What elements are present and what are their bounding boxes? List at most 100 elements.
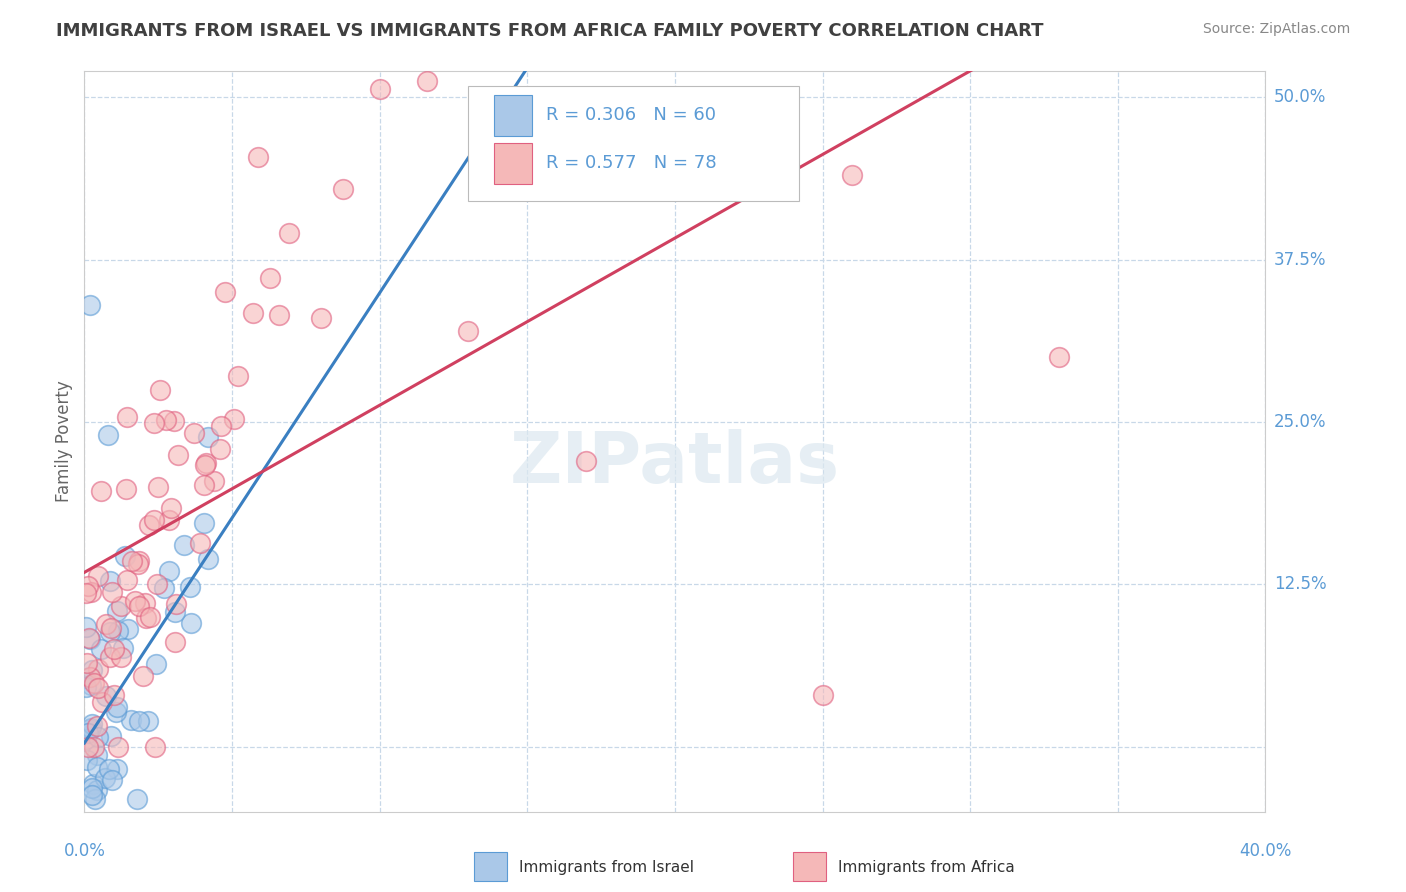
Point [259,271,281,285]
Text: R = 0.306   N = 60: R = 0.306 N = 60 [546,106,716,124]
Point [80,678,103,692]
Point [110,649,132,664]
Point [165,597,187,611]
Point [267,308,290,322]
Point [110,599,132,614]
Point [94,690,117,704]
Point [89,641,111,656]
Point [332,182,354,196]
Point [114,549,136,563]
Point [128,599,150,613]
Point [107,624,129,639]
Text: 40.0%: 40.0% [1239,842,1292,860]
Point [80,789,103,803]
Point [188,535,211,549]
Point [811,688,834,702]
Point [183,425,205,440]
Point [209,442,232,456]
Point [155,413,177,427]
Point [134,595,156,609]
Point [107,739,129,754]
Point [80,585,103,599]
Text: R = 0.577   N = 78: R = 0.577 N = 78 [546,154,717,172]
Point [79,723,101,737]
Point [79,818,101,832]
Point [98,574,121,589]
Point [76,818,98,832]
Point [128,714,150,729]
Point [180,615,202,630]
Point [153,581,176,595]
Point [100,621,122,635]
Point [86,818,108,832]
Point [105,762,128,776]
Point [457,324,479,338]
Point [83,676,105,690]
Point [97,428,120,442]
Y-axis label: Family Poverty: Family Poverty [55,381,73,502]
Point [173,538,195,552]
Point [127,557,149,571]
Point [148,480,170,494]
Point [214,285,236,299]
Point [82,717,104,731]
Point [75,671,97,685]
Point [193,516,215,531]
Point [86,783,108,797]
Point [121,554,143,568]
Point [105,604,128,618]
Point [165,635,187,649]
Point [105,700,128,714]
Point [416,74,439,88]
Point [145,657,167,671]
Point [83,739,105,754]
Point [91,695,114,709]
Point [86,719,108,733]
Point [128,554,150,568]
Point [75,620,97,634]
Point [97,763,120,777]
Point [80,780,103,795]
Point [143,416,166,430]
Point [76,753,98,767]
Point [98,625,121,640]
Point [194,458,217,472]
Point [84,792,107,806]
Point [79,670,101,684]
FancyBboxPatch shape [494,143,531,184]
Point [242,306,264,320]
Point [120,714,142,728]
Point [202,475,225,489]
Point [146,577,169,591]
Point [138,518,160,533]
Point [247,150,270,164]
Point [132,669,155,683]
Point [76,731,98,746]
Point [157,564,180,578]
Point [142,513,165,527]
Point [76,657,98,671]
Point [82,777,104,791]
Point [86,760,108,774]
Point [162,415,184,429]
Point [105,705,128,719]
Point [87,569,110,583]
Point [841,168,863,182]
Point [87,662,110,676]
Point [103,688,125,702]
Point [575,454,598,468]
Text: 50.0%: 50.0% [1274,88,1326,106]
Text: 12.5%: 12.5% [1274,575,1326,593]
FancyBboxPatch shape [468,87,799,201]
Point [103,641,125,656]
Point [136,714,159,729]
Point [93,818,115,832]
Text: 0.0%: 0.0% [63,842,105,860]
FancyBboxPatch shape [474,853,508,880]
Point [124,594,146,608]
Point [194,456,217,470]
Text: IMMIGRANTS FROM ISRAEL VS IMMIGRANTS FROM AFRICA FAMILY POVERTY CORRELATION CHAR: IMMIGRANTS FROM ISRAEL VS IMMIGRANTS FRO… [56,22,1043,40]
Point [117,622,139,636]
Point [193,477,215,491]
Point [160,501,183,516]
